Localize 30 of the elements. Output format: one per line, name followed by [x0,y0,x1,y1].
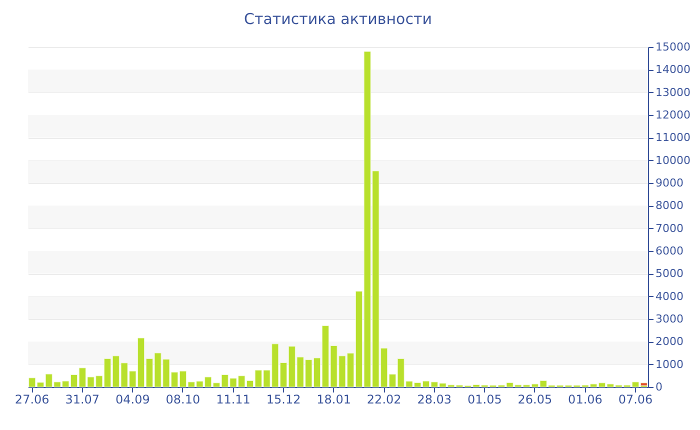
y-tick-label: 3000 [656,312,684,326]
y-tick-label: 4000 [656,290,684,303]
x-tick-label: 07.06 [618,392,653,406]
y-tick-label: 2000 [656,335,684,348]
x-tick-label: 18.01 [316,392,351,406]
y-tick-label: 7000 [656,222,684,235]
y-tick-label: 10000 [656,154,690,167]
x-tick-label: 15.12 [266,392,301,406]
x-tick-label: 27.06 [14,392,50,406]
y-tick-label: 1000 [656,358,684,371]
y-tick-label: 5000 [656,267,684,280]
y-tick-label: 8000 [656,199,684,212]
x-tick-label: 31.07 [65,392,100,406]
y-tick-label: 11000 [656,131,690,144]
y-tick-label: 6000 [656,244,684,258]
x-tick-label: 01.05 [467,392,502,406]
y-tick-label: 14000 [656,63,690,76]
x-tick-label: 08.10 [166,392,200,406]
x-tick-label: 26.05 [518,392,552,406]
x-tick-label: 04.09 [115,392,150,406]
chart-title: Статистика активности [244,10,432,28]
x-tick-label: 01.06 [568,392,602,406]
y-tick-label: 15000 [656,40,690,54]
x-tick-label: 11.11 [216,392,250,406]
y-tick-label: 9000 [656,176,684,190]
y-tick-label: 13000 [656,86,690,99]
y-tick-label: 12000 [656,108,690,122]
x-tick-label: 22.02 [366,392,402,406]
y-tick-label: 0 [656,380,662,394]
x-tick-label: 28.03 [417,392,452,406]
